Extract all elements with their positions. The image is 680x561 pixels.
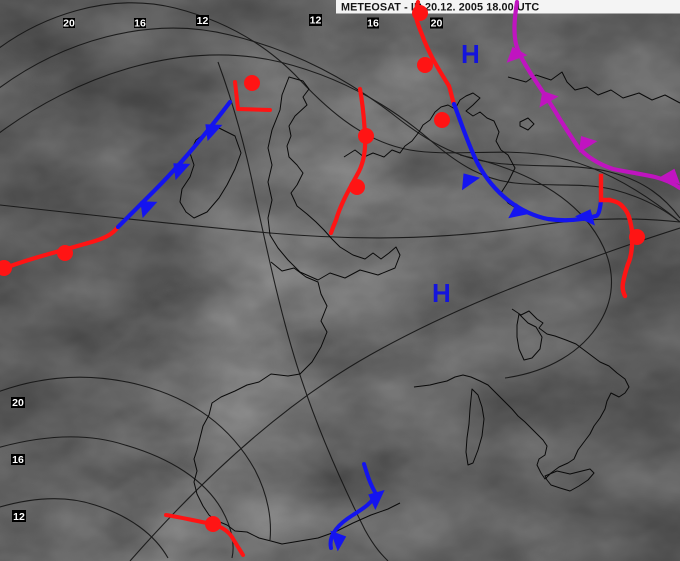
svg-text:METEOSAT - IR 20.12. 2005: METEOSAT - IR 20.12. 2005 18.00 UTC (341, 2, 539, 14)
svg-text:20: 20 (63, 18, 75, 30)
svg-text:12: 12 (310, 14, 322, 26)
svg-text:20: 20 (431, 17, 443, 29)
svg-text:16: 16 (12, 454, 24, 466)
svg-text:H: H (432, 278, 451, 308)
svg-text:12: 12 (13, 511, 25, 523)
svg-text:H: H (461, 39, 480, 69)
svg-text:16: 16 (367, 17, 379, 29)
svg-text:20: 20 (12, 397, 24, 409)
svg-text:12: 12 (197, 15, 209, 27)
svg-text:16: 16 (134, 18, 146, 30)
